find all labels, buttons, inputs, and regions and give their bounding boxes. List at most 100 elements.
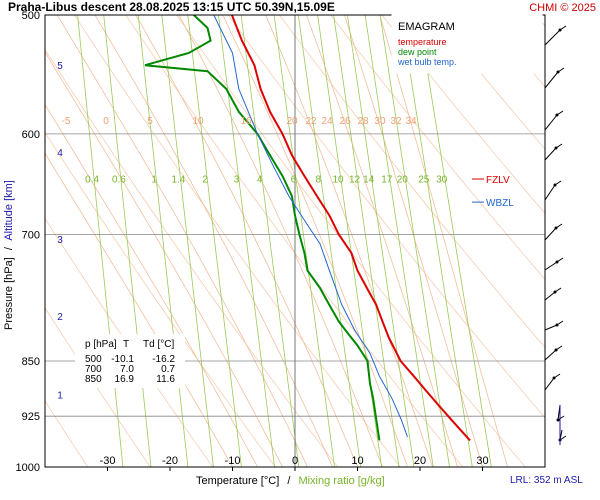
altitude-tick-label: 1	[57, 391, 63, 402]
chart-title: Praha-Libus descent 28.08.2025 13:15 UTC…	[8, 0, 335, 14]
series-line	[230, 15, 471, 442]
wind-barb	[544, 67, 565, 89]
mixing-ratio-line	[240, 15, 300, 467]
altitude-tick-label: 5	[57, 61, 63, 72]
dry-adiabat-line	[45, 48, 339, 467]
theta-label: 28	[357, 116, 369, 127]
mixing-ratio-label: 14	[363, 175, 375, 186]
wind-barb	[544, 320, 564, 331]
moist-adiabat-line	[306, 15, 458, 467]
moist-adiabat-line	[94, 15, 333, 467]
svg-text:Pressure [hPa] /: Pressure [hPa] / Altitude [km]	[3, 180, 15, 330]
dry-adiabat-line	[278, 15, 545, 349]
data-table: p [hPa] T Td [°C] 500 -10.1 -16.2 700 7.…	[75, 334, 185, 388]
table-header-p: p [hPa]	[85, 339, 117, 350]
temperature-tick-label: -30	[100, 455, 116, 467]
wind-barb	[544, 25, 567, 46]
mixing-ratio-line	[137, 15, 189, 467]
altitude-tick-label: 3	[57, 235, 63, 246]
profile-lines	[144, 15, 471, 442]
wind-barb-dot	[553, 290, 557, 294]
moist-adiabat-line	[379, 15, 508, 467]
ylabel-sep: /	[3, 246, 15, 250]
mixing-ratio-line	[347, 15, 415, 467]
temperature-tick-label: 0	[292, 455, 298, 467]
table-cell: 7.0	[120, 364, 134, 375]
wind-barb-dot	[558, 28, 562, 32]
table-cell: 700	[85, 364, 102, 375]
wind-barb	[544, 223, 563, 241]
dry-adiabats	[45, 15, 545, 467]
altitude-tick-label: 2	[57, 312, 63, 323]
mixing-ratio-line	[187, 15, 242, 467]
mixing-ratio-label: 17	[381, 175, 393, 186]
series-line	[144, 15, 381, 441]
wind-barbs	[544, 25, 567, 445]
moist-adiabat-line	[135, 15, 358, 467]
pressure-tick-label: 600	[22, 129, 40, 141]
dry-adiabat-line	[45, 400, 89, 467]
moist-adiabat-line	[56, 15, 308, 467]
wind-barb-staff	[544, 71, 559, 89]
temperature-tick-label: 20	[414, 455, 426, 467]
theta-label: 22	[305, 116, 317, 127]
wind-barb-dot	[553, 183, 557, 187]
mixing-ratio-label: 0.6	[112, 175, 126, 186]
mixing-ratio-label: 2	[202, 175, 208, 186]
mixing-ratio-line	[273, 15, 335, 467]
theta-label: 5	[147, 116, 153, 127]
ylabel-altitude: Altitude [km]	[3, 180, 15, 241]
axis-labels: 0.4 0.6 1 1.4 2 3 4 6 8 10 12 14 17 20 25 30-5 0 5 10 16 20 2…	[16, 10, 489, 474]
mixing-ratio-label: 1.4	[171, 175, 185, 186]
mixing-ratio-line	[418, 15, 492, 467]
wind-barb-staff	[544, 29, 561, 46]
mixing-ratio-label: 8	[316, 175, 322, 186]
pressure-tick-label: 925	[22, 411, 40, 423]
pressure-tick-label: 1000	[16, 462, 40, 474]
theta-label: 32	[390, 116, 402, 127]
theta-label: 16	[240, 116, 252, 127]
wind-barb-dot	[556, 70, 560, 74]
temperature-tick-label: 30	[476, 455, 488, 467]
dry-adiabat-line	[73, 15, 401, 467]
x-axis-title: Temperature [°C] / Mixing ratio [g/kg]	[196, 475, 385, 487]
mixing-ratio-label: 6	[291, 175, 297, 186]
theta-label: 34	[405, 116, 417, 127]
mixing-ratio-label: 1	[151, 175, 157, 186]
mixing-ratio-label: 30	[436, 175, 448, 186]
wind-barb-staff	[544, 261, 558, 271]
dry-adiabat-line	[432, 15, 545, 150]
table-cell: 500	[85, 354, 102, 365]
y-axis-title: Pressure [hPa] / Altitude [km]	[3, 180, 15, 330]
wind-barb-dot	[555, 113, 559, 117]
theta-label: 26	[339, 116, 351, 127]
copyright: CHMI © 2025	[529, 2, 596, 14]
theta-label: 30	[374, 116, 386, 127]
legend-title: EMAGRAM	[398, 21, 455, 33]
moist-adiabat-line	[265, 15, 433, 467]
wind-barb-dot	[554, 348, 558, 352]
xlabel-temp: Temperature [°C]	[196, 475, 279, 487]
mixing-ratio-line	[379, 15, 450, 467]
table-header-t: T	[123, 339, 129, 350]
mixing-ratio-label: 4	[257, 175, 263, 186]
dry-adiabat-line	[330, 15, 545, 280]
mixing-ratio-label: 25	[418, 175, 430, 186]
level-markers: FZLV WBZL	[472, 175, 514, 209]
wind-barb-dot	[555, 260, 559, 264]
wind-barb-dot	[555, 323, 559, 327]
fzlv-label: FZLV	[486, 175, 510, 186]
table-cell: -16.2	[152, 354, 175, 365]
wind-barb-staff	[544, 291, 556, 301]
mixing-ratio-line	[161, 15, 214, 467]
pressure-tick-label: 700	[22, 229, 40, 241]
altitude-tick-label: 4	[57, 148, 63, 159]
wind-barb	[544, 287, 562, 301]
moist-adiabat-line	[45, 103, 258, 467]
theta-label: 24	[321, 116, 333, 127]
wind-barb-staff	[544, 377, 555, 391]
moist-adiabats	[45, 15, 508, 467]
mixing-ratio-label: 0.4	[85, 175, 99, 186]
mixing-ratio-line	[400, 15, 473, 467]
ylabel-pressure: Pressure [hPa]	[3, 257, 15, 330]
